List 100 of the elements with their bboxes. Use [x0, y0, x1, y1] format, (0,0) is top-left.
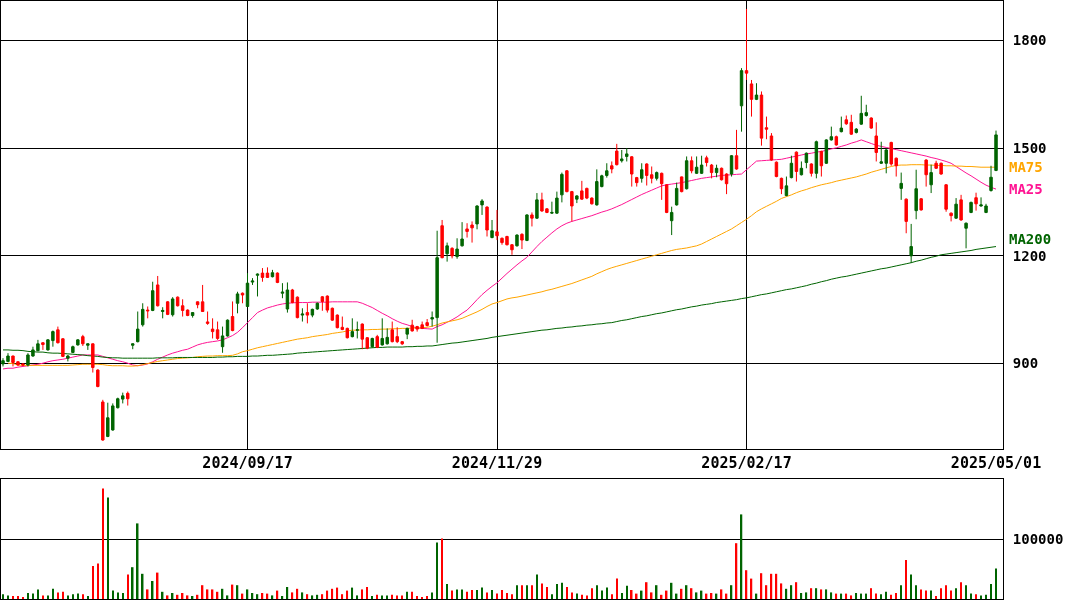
candlestick	[729, 154, 734, 178]
bar	[720, 589, 723, 599]
bar	[970, 593, 972, 599]
bar	[62, 591, 64, 599]
bar	[42, 595, 44, 599]
bar	[920, 589, 922, 599]
series-label: MA200	[1009, 231, 1052, 247]
candlestick	[150, 281, 155, 312]
x-tick-label: 2024/09/17	[202, 454, 293, 472]
bar	[92, 566, 94, 599]
candlestick	[260, 267, 265, 283]
bar	[57, 592, 59, 599]
bar	[541, 583, 543, 599]
candlestick	[350, 317, 355, 338]
candlestick	[744, 8, 749, 81]
candlestick	[101, 399, 105, 442]
bar	[995, 568, 997, 599]
bar	[341, 594, 344, 599]
candlestick	[819, 150, 824, 178]
bar	[256, 594, 259, 599]
bar	[895, 593, 897, 599]
y-tick-label: 900	[1012, 355, 1039, 372]
candlestick	[724, 172, 729, 195]
bar	[531, 585, 533, 599]
candlestick	[210, 317, 215, 339]
bar	[381, 595, 383, 599]
candlestick	[839, 116, 844, 133]
candlestick	[954, 197, 958, 220]
bar	[885, 591, 887, 599]
bar	[915, 585, 917, 599]
candlestick	[669, 206, 674, 236]
y-tick-label: 1200	[1012, 247, 1047, 264]
candlestick	[804, 151, 809, 169]
candlestick	[250, 277, 255, 286]
candlestick	[405, 327, 409, 340]
candlestick	[929, 164, 933, 194]
bar	[431, 592, 433, 599]
bar	[955, 588, 957, 599]
candlestick	[575, 194, 579, 204]
candlestick	[834, 135, 839, 147]
candlestick	[495, 209, 499, 241]
candlestick	[245, 272, 250, 308]
y-tick-label: 100000	[1012, 530, 1064, 547]
candlestick	[200, 284, 205, 313]
bar	[870, 588, 873, 599]
bar	[102, 488, 104, 599]
candlestick	[989, 165, 993, 193]
candlestick	[854, 127, 859, 134]
bar	[291, 592, 294, 599]
bar	[411, 591, 413, 599]
bar	[775, 573, 778, 599]
bar	[965, 585, 967, 599]
candlestick	[794, 150, 799, 183]
y-tick-label: 1800	[1012, 32, 1047, 49]
bar	[835, 593, 838, 599]
bar	[351, 587, 354, 599]
bar	[980, 595, 982, 599]
bar	[850, 595, 853, 599]
candlestick	[490, 219, 494, 239]
bar	[107, 497, 109, 599]
bar	[925, 590, 927, 599]
bar	[47, 595, 49, 599]
bar	[17, 596, 19, 599]
candlestick	[280, 282, 285, 299]
bar	[7, 595, 9, 599]
bar	[12, 596, 14, 599]
candlestick	[165, 300, 170, 316]
bar	[581, 594, 583, 599]
candlestick	[809, 162, 814, 178]
bar	[117, 592, 119, 599]
candlestick	[959, 194, 963, 222]
bar	[591, 588, 593, 599]
candlestick	[914, 169, 918, 220]
candlestick	[145, 305, 150, 319]
candlestick	[225, 318, 230, 338]
candlestick	[799, 160, 804, 176]
candlestick	[450, 246, 454, 259]
bar	[765, 585, 768, 599]
candlestick	[140, 302, 145, 328]
bar	[471, 590, 473, 599]
bar	[935, 596, 937, 599]
bar	[72, 594, 74, 599]
candlestick	[530, 211, 534, 227]
candlestick	[684, 155, 689, 190]
candlestick	[784, 176, 789, 197]
bar	[466, 591, 468, 599]
candlestick	[630, 155, 634, 188]
bar	[391, 594, 393, 599]
candlestick	[220, 326, 225, 354]
bar	[900, 585, 902, 599]
bar	[516, 585, 518, 599]
bar	[571, 592, 573, 599]
candlestick	[704, 155, 709, 167]
candlestick	[754, 82, 759, 101]
bar	[985, 594, 987, 599]
bar	[311, 595, 314, 599]
bar	[401, 595, 403, 599]
candlestick	[615, 143, 619, 166]
bar	[426, 596, 428, 599]
bar	[910, 574, 912, 599]
